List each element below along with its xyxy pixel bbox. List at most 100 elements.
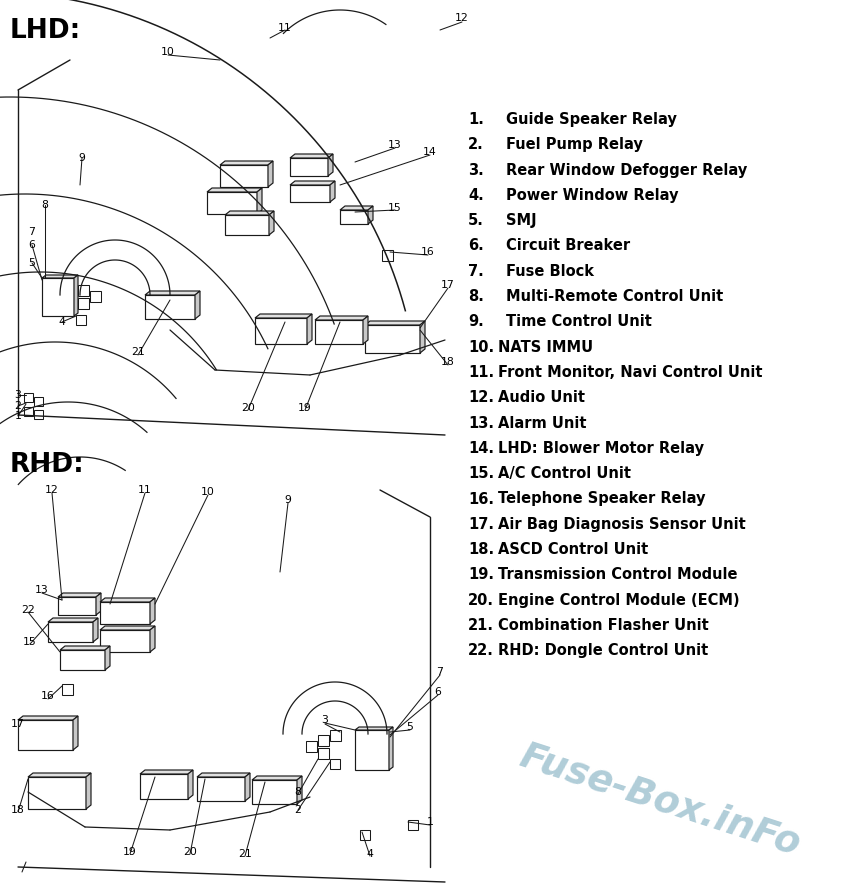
Text: 16: 16 bbox=[421, 247, 435, 257]
Polygon shape bbox=[315, 316, 368, 320]
Text: 12.: 12. bbox=[468, 391, 494, 405]
Text: LHD:: LHD: bbox=[10, 18, 82, 44]
Polygon shape bbox=[145, 291, 200, 295]
Text: 9.: 9. bbox=[468, 315, 484, 330]
Text: Combination Flasher Unit: Combination Flasher Unit bbox=[498, 618, 709, 633]
Polygon shape bbox=[207, 188, 262, 192]
Text: 11: 11 bbox=[278, 23, 292, 33]
Text: 6: 6 bbox=[29, 240, 36, 250]
Polygon shape bbox=[268, 161, 273, 187]
Text: 17.: 17. bbox=[468, 517, 494, 532]
Polygon shape bbox=[225, 211, 274, 215]
Polygon shape bbox=[257, 188, 262, 214]
Text: 19.: 19. bbox=[468, 568, 494, 583]
Polygon shape bbox=[315, 320, 363, 344]
Text: Audio Unit: Audio Unit bbox=[498, 391, 585, 405]
Polygon shape bbox=[150, 598, 155, 624]
Text: 14: 14 bbox=[423, 147, 437, 157]
Text: A/C Control Unit: A/C Control Unit bbox=[498, 466, 631, 481]
Polygon shape bbox=[42, 278, 74, 316]
Text: Engine Control Module (ECM): Engine Control Module (ECM) bbox=[498, 592, 740, 607]
Polygon shape bbox=[60, 646, 110, 650]
Polygon shape bbox=[207, 192, 257, 214]
Text: 13: 13 bbox=[35, 585, 48, 595]
Text: Transmission Control Module: Transmission Control Module bbox=[498, 568, 738, 583]
Polygon shape bbox=[363, 316, 368, 344]
Polygon shape bbox=[330, 730, 341, 741]
Polygon shape bbox=[290, 181, 335, 185]
Polygon shape bbox=[306, 741, 317, 752]
Polygon shape bbox=[290, 154, 333, 158]
Polygon shape bbox=[290, 158, 328, 176]
Text: 3: 3 bbox=[14, 390, 21, 400]
Text: 11.: 11. bbox=[468, 365, 494, 380]
Text: 13: 13 bbox=[388, 140, 402, 150]
Polygon shape bbox=[58, 597, 96, 615]
Text: 2: 2 bbox=[14, 401, 21, 411]
Text: 15: 15 bbox=[23, 637, 37, 647]
Polygon shape bbox=[297, 776, 302, 804]
Text: 5.: 5. bbox=[468, 213, 484, 228]
Polygon shape bbox=[318, 735, 329, 746]
Polygon shape bbox=[290, 185, 330, 202]
Text: Circuit Breaker: Circuit Breaker bbox=[506, 239, 630, 254]
Polygon shape bbox=[100, 598, 155, 602]
Polygon shape bbox=[28, 773, 91, 777]
Polygon shape bbox=[73, 716, 78, 750]
Polygon shape bbox=[365, 325, 420, 353]
Polygon shape bbox=[42, 275, 78, 278]
Polygon shape bbox=[188, 770, 193, 799]
Text: 20: 20 bbox=[241, 403, 255, 413]
Text: 10.: 10. bbox=[468, 339, 494, 354]
Polygon shape bbox=[330, 759, 340, 769]
Polygon shape bbox=[100, 626, 155, 630]
Polygon shape bbox=[197, 777, 245, 801]
Text: 7: 7 bbox=[437, 667, 444, 677]
Polygon shape bbox=[48, 618, 98, 622]
Text: 21.: 21. bbox=[468, 618, 494, 633]
Text: Rear Window Defogger Relay: Rear Window Defogger Relay bbox=[506, 163, 747, 178]
Text: Fuel Pump Relay: Fuel Pump Relay bbox=[506, 137, 643, 152]
Text: Alarm Unit: Alarm Unit bbox=[498, 415, 586, 431]
Polygon shape bbox=[252, 776, 302, 780]
Text: Time Control Unit: Time Control Unit bbox=[506, 315, 652, 330]
Polygon shape bbox=[360, 830, 370, 840]
Text: 6.: 6. bbox=[468, 239, 484, 254]
Text: Air Bag Diagnosis Sensor Unit: Air Bag Diagnosis Sensor Unit bbox=[498, 517, 745, 532]
Text: 8: 8 bbox=[42, 200, 48, 210]
Text: 3.: 3. bbox=[468, 163, 484, 178]
Text: NATS IMMU: NATS IMMU bbox=[498, 339, 593, 354]
Text: 1: 1 bbox=[427, 817, 434, 827]
Text: 16.: 16. bbox=[468, 492, 494, 507]
Polygon shape bbox=[76, 315, 86, 325]
Text: Guide Speaker Relay: Guide Speaker Relay bbox=[506, 112, 677, 127]
Text: 8: 8 bbox=[295, 787, 302, 797]
Text: 7: 7 bbox=[29, 227, 36, 237]
Polygon shape bbox=[150, 626, 155, 652]
Polygon shape bbox=[28, 777, 86, 809]
Polygon shape bbox=[90, 291, 101, 302]
Text: 1.: 1. bbox=[468, 112, 484, 127]
Polygon shape bbox=[225, 215, 269, 235]
Polygon shape bbox=[269, 211, 274, 235]
Polygon shape bbox=[355, 727, 393, 730]
Text: Fuse-Box.inFo: Fuse-Box.inFo bbox=[515, 737, 805, 863]
Text: 18: 18 bbox=[441, 357, 455, 367]
Polygon shape bbox=[245, 773, 250, 801]
Text: 16: 16 bbox=[41, 691, 55, 701]
Polygon shape bbox=[220, 165, 268, 187]
Text: 15: 15 bbox=[388, 203, 402, 213]
Polygon shape bbox=[252, 780, 297, 804]
Text: 21: 21 bbox=[238, 849, 252, 859]
Polygon shape bbox=[100, 602, 150, 624]
Text: Front Monitor, Navi Control Unit: Front Monitor, Navi Control Unit bbox=[498, 365, 762, 380]
Text: 5: 5 bbox=[29, 258, 36, 268]
Text: LHD: Blower Motor Relay: LHD: Blower Motor Relay bbox=[498, 441, 704, 456]
Text: 2.: 2. bbox=[468, 137, 484, 152]
Text: 12: 12 bbox=[45, 485, 59, 495]
Polygon shape bbox=[48, 622, 93, 642]
Text: RHD: Dongle Control Unit: RHD: Dongle Control Unit bbox=[498, 644, 708, 659]
Polygon shape bbox=[318, 748, 329, 759]
Text: 9: 9 bbox=[78, 153, 86, 163]
Text: 7.: 7. bbox=[468, 263, 484, 278]
